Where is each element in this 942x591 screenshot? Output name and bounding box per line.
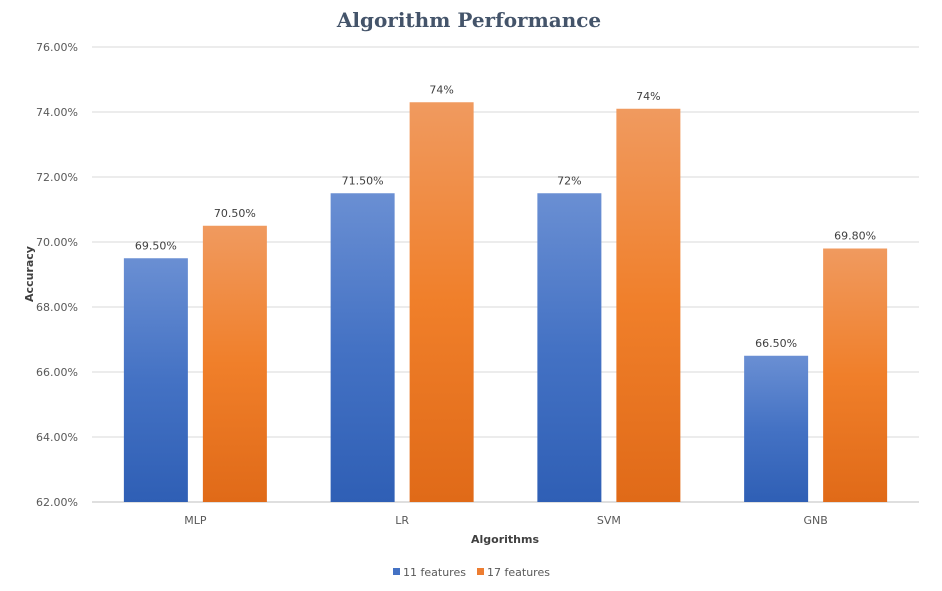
- bar-mlp-series-1: [123, 258, 188, 502]
- x-tick-label: GNB: [803, 514, 827, 527]
- legend: 11 features 17 features: [393, 566, 550, 579]
- chart-title: Algorithm Performance: [336, 8, 601, 32]
- legend-label: 17 features: [487, 566, 550, 579]
- bar-gnb-series-1: [744, 355, 809, 502]
- x-axis-title: Algorithms: [471, 533, 539, 546]
- x-tick-label: LR: [395, 514, 409, 527]
- bars: [123, 102, 888, 502]
- bar-svm-series-2: [616, 108, 681, 502]
- data-label: 72%: [557, 174, 581, 187]
- x-axis-ticks: MLP LR SVM GNB: [184, 514, 828, 527]
- x-tick-label: MLP: [184, 514, 207, 527]
- bar-lr-series-2: [409, 102, 474, 502]
- data-label: 74%: [429, 83, 453, 96]
- y-tick-label: 62.00%: [36, 496, 78, 509]
- y-tick-label: 74.00%: [36, 106, 78, 119]
- y-tick-label: 68.00%: [36, 301, 78, 314]
- bar-lr-series-1: [330, 193, 395, 502]
- data-label: 66.50%: [755, 337, 797, 350]
- y-tick-label: 70.00%: [36, 236, 78, 249]
- legend-label: 11 features: [403, 566, 466, 579]
- legend-swatch: [393, 568, 400, 575]
- data-labels: 69.50% 70.50% 71.50% 74% 72% 74% 66.50% 69.80%: [135, 83, 876, 350]
- data-label: 71.50%: [342, 174, 384, 187]
- bar-gnb-series-2: [823, 248, 888, 502]
- bar-svm-series-1: [537, 193, 602, 502]
- y-tick-label: 72.00%: [36, 171, 78, 184]
- x-tick-label: SVM: [597, 514, 621, 527]
- bar-mlp-series-2: [202, 225, 267, 502]
- legend-swatch: [477, 568, 484, 575]
- y-tick-label: 64.00%: [36, 431, 78, 444]
- data-label: 70.50%: [214, 207, 256, 220]
- y-tick-label: 66.00%: [36, 366, 78, 379]
- y-axis-title: Accuracy: [23, 246, 36, 302]
- data-label: 69.80%: [834, 230, 876, 243]
- data-label: 69.50%: [135, 239, 177, 252]
- data-label: 74%: [636, 90, 660, 103]
- y-axis-ticks: 62.00% 64.00% 66.00% 68.00% 70.00% 72.00% 74.0…: [36, 41, 78, 509]
- y-tick-label: 76.00%: [36, 41, 78, 54]
